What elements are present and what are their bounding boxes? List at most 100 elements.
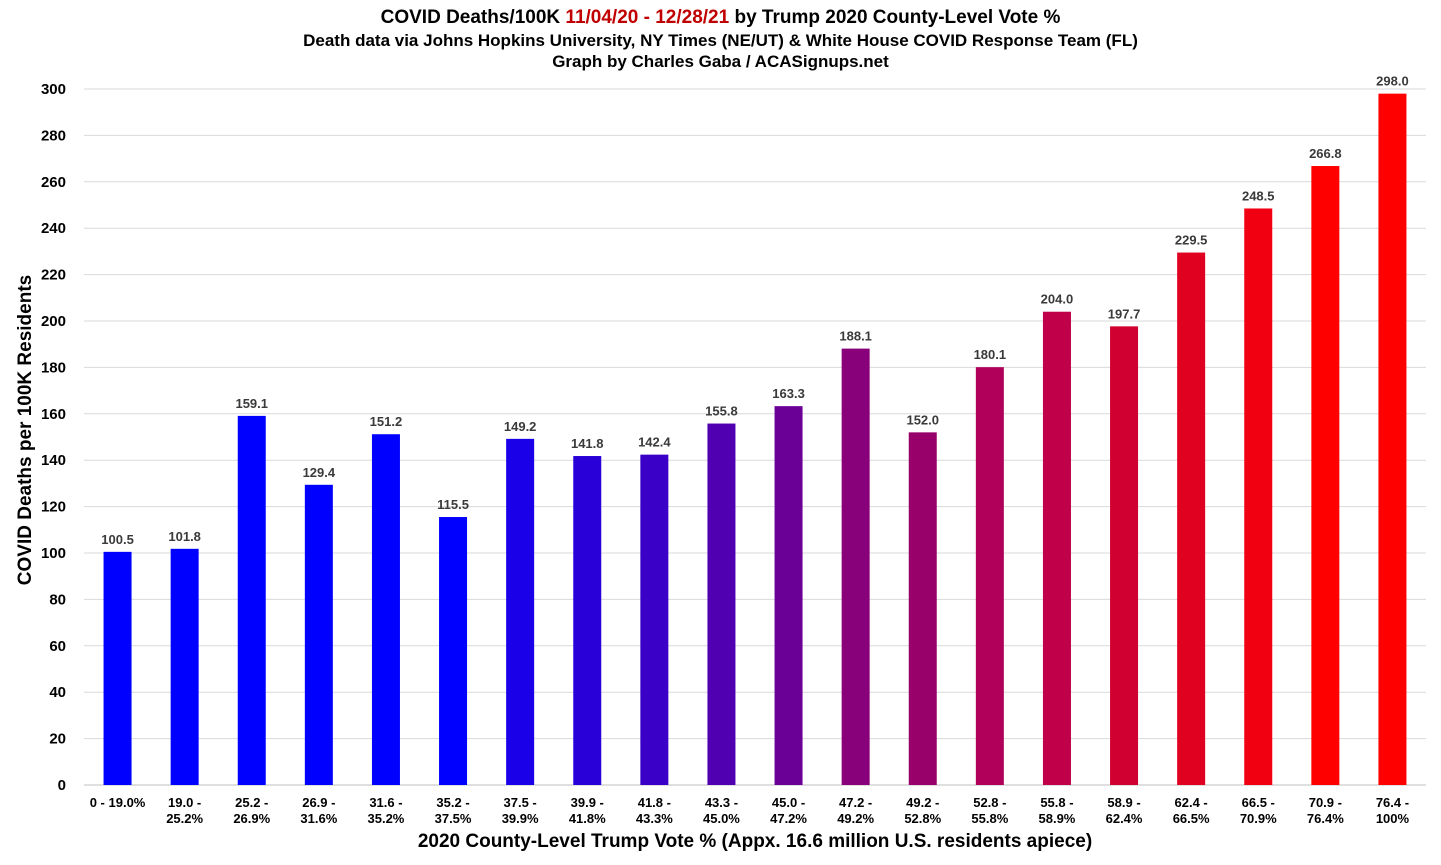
data-label: 141.8 xyxy=(571,436,604,451)
y-tick-label: 300 xyxy=(41,81,66,98)
y-tick-label: 100 xyxy=(41,545,66,562)
x-tick-label: 55.8 - xyxy=(1040,795,1073,810)
y-tick-label: 160 xyxy=(41,406,66,423)
y-tick-label: 200 xyxy=(41,313,66,330)
x-tick-label: 37.5% xyxy=(435,811,472,826)
x-tick-label: 35.2% xyxy=(368,811,405,826)
bar xyxy=(1311,166,1340,786)
y-tick-label: 60 xyxy=(49,638,66,655)
x-axis-category-labels: 0 - 19.0% 19.0 -25.2%25.2 -26.9%26.9 -31.… xyxy=(90,795,1410,826)
x-tick-label: 47.2 - xyxy=(839,795,872,810)
bar xyxy=(304,484,333,785)
x-tick-label: 45.0 - xyxy=(772,795,805,810)
x-tick-label: 66.5% xyxy=(1173,811,1210,826)
x-tick-label: 55.8% xyxy=(971,811,1008,826)
data-label: 155.8 xyxy=(705,404,738,419)
y-tick-label: 240 xyxy=(41,220,66,237)
x-tick-label: 35.2 - xyxy=(436,795,469,810)
x-tick-label: 37.5 - xyxy=(504,795,537,810)
x-tick-label: 31.6 - xyxy=(369,795,402,810)
gridlines xyxy=(84,88,1426,740)
x-tick-label: 58.9% xyxy=(1039,811,1076,826)
title-suffix: by Trump 2020 County-Level Vote % xyxy=(729,7,1061,28)
bar xyxy=(170,548,199,785)
x-tick-label: 45.0% xyxy=(703,811,740,826)
data-label: 115.5 xyxy=(437,497,469,512)
x-tick-label: 76.4% xyxy=(1307,811,1344,826)
x-tick-label: 43.3% xyxy=(636,811,673,826)
x-tick-label: 41.8 - xyxy=(638,795,671,810)
bar xyxy=(1042,311,1071,785)
x-tick-label: 70.9 - xyxy=(1309,795,1342,810)
chart-subtitle-credit: Graph by Charles Gaba / ACASignups.net xyxy=(552,52,889,71)
y-tick-label: 80 xyxy=(49,591,66,608)
bar xyxy=(439,517,468,785)
x-tick-label: 47.2% xyxy=(770,811,807,826)
y-tick-label: 220 xyxy=(41,267,66,284)
x-tick-label: 52.8 - xyxy=(973,795,1006,810)
bar xyxy=(103,551,132,785)
y-tick-label: 20 xyxy=(49,731,66,748)
x-axis-title: 2020 County-Level Trump Vote % (Appx. 16… xyxy=(418,831,1092,852)
x-tick-label: 62.4% xyxy=(1106,811,1143,826)
data-label: 101.8 xyxy=(168,529,201,544)
x-tick-label: 52.8% xyxy=(904,811,941,826)
data-label: 229.5 xyxy=(1175,233,1208,248)
x-tick-label: 70.9% xyxy=(1240,811,1277,826)
data-label: 151.2 xyxy=(370,414,403,429)
x-tick-label: 39.9 - xyxy=(571,795,604,810)
bars xyxy=(103,93,1407,786)
data-label: 204.0 xyxy=(1041,292,1074,307)
y-tick-label: 260 xyxy=(41,174,66,191)
x-tick-label: 26.9 - xyxy=(302,795,335,810)
x-tick-label: 49.2 - xyxy=(906,795,939,810)
title-prefix: COVID Deaths/100K xyxy=(380,7,566,28)
y-tick-label: 40 xyxy=(49,684,66,701)
data-labels: 100.5 101.8 159.1 129.4 151.2 115.5 149.2 141.8… xyxy=(101,74,1408,547)
data-label: 163.3 xyxy=(772,386,805,401)
bar xyxy=(237,415,266,785)
x-tick-label: 43.3 - xyxy=(705,795,738,810)
bar xyxy=(371,434,400,785)
bar xyxy=(640,454,669,785)
x-tick-label: 62.4 - xyxy=(1175,795,1208,810)
bar xyxy=(975,367,1004,785)
x-tick-label: 19.0 - xyxy=(168,795,201,810)
x-tick-label: 41.8% xyxy=(569,811,606,826)
data-label: 152.0 xyxy=(906,412,939,427)
x-tick-label: 76.4 - xyxy=(1376,795,1409,810)
bar xyxy=(1177,252,1206,785)
y-tick-label: 120 xyxy=(41,499,66,516)
y-tick-label: 180 xyxy=(41,359,66,376)
y-axis-ticks: 0 20 40 60 80 100 120 140 160 180 200 220 240 260 280 3… xyxy=(41,81,66,794)
data-label: 159.1 xyxy=(235,396,268,411)
x-tick-label: 58.9 - xyxy=(1107,795,1140,810)
data-label: 180.1 xyxy=(974,347,1007,362)
chart-subtitle-sources: Death data via Johns Hopkins University,… xyxy=(303,31,1138,50)
data-label: 197.7 xyxy=(1108,306,1141,321)
x-tick-label: 66.5 - xyxy=(1242,795,1275,810)
y-tick-label: 0 xyxy=(58,777,66,794)
bar xyxy=(1110,326,1139,785)
bar xyxy=(908,432,937,785)
data-label: 142.4 xyxy=(638,435,671,450)
x-tick-label: 100% xyxy=(1376,811,1410,826)
data-label: 100.5 xyxy=(101,532,134,547)
data-label: 298.0 xyxy=(1376,74,1409,89)
y-axis-title: COVID Deaths per 100K Residents xyxy=(15,275,36,585)
x-tick-label: 39.9% xyxy=(502,811,539,826)
x-tick-label: 31.6% xyxy=(300,811,337,826)
bar xyxy=(506,438,535,785)
x-tick-label: 0 - 19.0% xyxy=(90,795,146,810)
chart-title: COVID Deaths/100K 11/04/20 - 12/28/21 by… xyxy=(0,6,1441,30)
x-tick-label: 49.2% xyxy=(837,811,874,826)
y-tick-label: 280 xyxy=(41,127,66,144)
data-label: 266.8 xyxy=(1309,146,1342,161)
bar xyxy=(1378,93,1407,785)
x-tick-label: 26.9% xyxy=(233,811,270,826)
bar xyxy=(841,348,870,785)
data-label: 188.1 xyxy=(839,329,872,344)
chart-title-block: COVID Deaths/100K 11/04/20 - 12/28/21 by… xyxy=(0,6,1441,72)
title-dates: 11/04/20 - 12/28/21 xyxy=(565,7,730,28)
